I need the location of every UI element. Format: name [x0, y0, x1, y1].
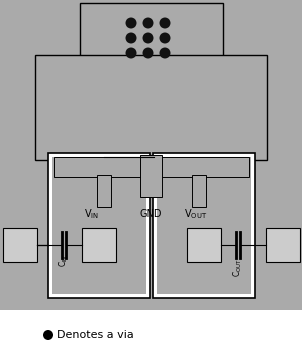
- Bar: [35, 55, 267, 160]
- Bar: [48, 153, 150, 298]
- Circle shape: [126, 47, 137, 59]
- Bar: [52, 157, 146, 294]
- Bar: [159, 157, 249, 177]
- Bar: [97, 175, 111, 207]
- Bar: [80, 3, 223, 93]
- Circle shape: [159, 33, 171, 43]
- Circle shape: [126, 17, 137, 29]
- Circle shape: [143, 33, 153, 43]
- Bar: [157, 157, 251, 294]
- Text: C$_{\mathregular{OUT}}$: C$_{\mathregular{OUT}}$: [232, 258, 244, 277]
- Circle shape: [159, 17, 171, 29]
- Circle shape: [43, 330, 53, 340]
- Text: V$_{\mathregular{OUT}}$: V$_{\mathregular{OUT}}$: [185, 207, 207, 221]
- Bar: [153, 153, 255, 298]
- Text: GND: GND: [140, 209, 162, 219]
- Text: C$_{\mathregular{IN}}$: C$_{\mathregular{IN}}$: [58, 255, 70, 268]
- Text: Denotes a via: Denotes a via: [57, 330, 134, 340]
- Bar: [187, 228, 221, 262]
- Circle shape: [126, 33, 137, 43]
- Bar: [54, 157, 144, 177]
- Text: V$_{\mathregular{IN}}$: V$_{\mathregular{IN}}$: [85, 207, 100, 221]
- Bar: [192, 175, 206, 207]
- Bar: [82, 228, 116, 262]
- Bar: [0, 0, 302, 310]
- Circle shape: [159, 47, 171, 59]
- Circle shape: [143, 47, 153, 59]
- Bar: [3, 228, 37, 262]
- Bar: [266, 228, 300, 262]
- Bar: [140, 155, 162, 197]
- Circle shape: [143, 17, 153, 29]
